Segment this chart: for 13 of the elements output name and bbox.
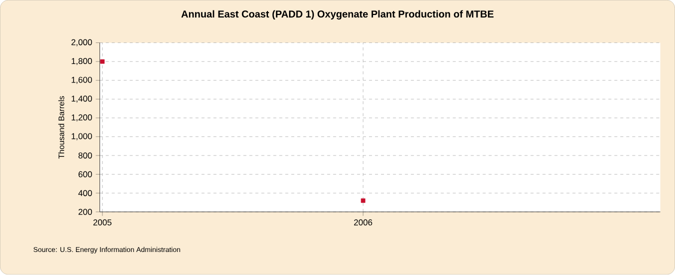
y-tick-label: 1,600 xyxy=(72,77,92,84)
y-tick-label: 1,000 xyxy=(72,133,92,140)
y-tick-label: 200 xyxy=(78,209,92,216)
y-tick-label: 800 xyxy=(78,152,92,159)
y-tick-label: 1,200 xyxy=(72,114,92,122)
y-tick-label: 1,400 xyxy=(72,96,92,103)
y-tick-label: 1,800 xyxy=(72,58,92,66)
y-tick-label: 600 xyxy=(78,171,92,178)
y-tick-label: 400 xyxy=(78,190,92,196)
x-tick-label: 2006 xyxy=(354,220,372,226)
x-tick-label: 2005 xyxy=(93,220,112,226)
chart-title: Annual East Coast (PADD 1) Oxygenate Plant Production of MTBE xyxy=(181,10,494,20)
y-tick-label: 2,000 xyxy=(71,39,92,46)
